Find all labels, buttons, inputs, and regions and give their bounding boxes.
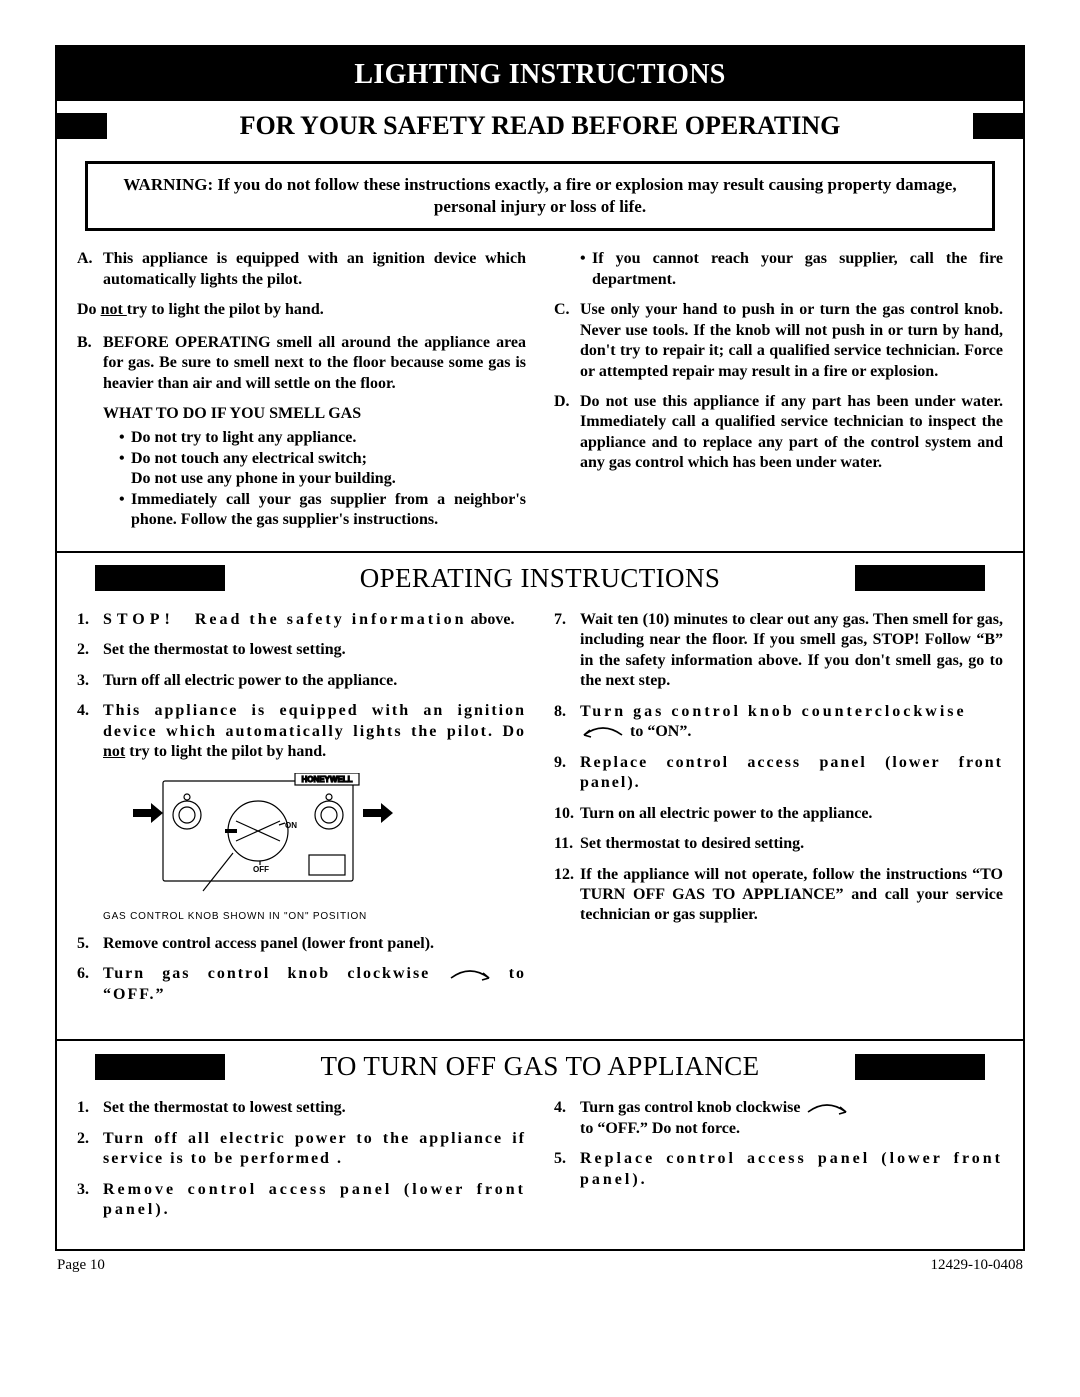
safety-banner: FOR YOUR SAFETY READ BEFORE OPERATING [57, 101, 1023, 151]
off-step-3: 3. Remove control access panel (lower fr… [77, 1180, 526, 1221]
fire-dept-bullet: •If you cannot reach your gas supplier, … [580, 249, 1003, 290]
op-step-9: 9. Replace control access panel (lower f… [554, 753, 1003, 794]
safety-item-D: D. Do not use this appliance if any part… [554, 392, 1003, 474]
page-number: Page 10 [57, 1257, 105, 1274]
op-step-5: 5. Remove control access panel (lower fr… [77, 934, 526, 954]
banner-bar-left [57, 113, 107, 139]
safety-item-C: C. Use only your hand to push in or turn… [554, 300, 1003, 382]
off-step-1: 1. Set the thermostat to lowest setting. [77, 1098, 526, 1118]
op-step-8: 8. Turn gas control knob counterclockwis… [554, 702, 1003, 743]
gas-control-diagram: HONEYWELL [103, 773, 526, 924]
off-step-5: 5. Replace control access panel (lower f… [554, 1149, 1003, 1190]
turn-off-title: TO TURN OFF GAS TO APPLIANCE [245, 1051, 835, 1082]
op-step-6: 6. Turn gas control knob clockwise to “O… [77, 964, 526, 1005]
do-not-light-by-hand: Do not try to light the pilot by hand. [77, 300, 526, 320]
safety-item-B: B. BEFORE OPERATING smell all around the… [77, 333, 526, 394]
clockwise-arrow-icon-2 [804, 1102, 850, 1116]
op-step-7: 7. Wait ten (10) minutes to clear out an… [554, 610, 1003, 692]
svg-text:HONEYWELL: HONEYWELL [301, 775, 352, 784]
operating-title: OPERATING INSTRUCTIONS [245, 563, 835, 594]
svg-text:ON: ON [285, 821, 297, 830]
section-bar-left [95, 565, 225, 591]
op-step-2: 2. Set the thermostat to lowest setting. [77, 640, 526, 660]
smell-gas-heading: WHAT TO DO IF YOU SMELL GAS [103, 404, 526, 424]
safety-banner-text: FOR YOUR SAFETY READ BEFORE OPERATING [107, 111, 973, 141]
op-step-11: 11. Set thermostat to desired setting. [554, 834, 1003, 854]
warning-box: WARNING: If you do not follow these inst… [85, 161, 995, 231]
op-step-3: 3. Turn off all electric power to the ap… [77, 671, 526, 691]
safety-item-A: A. This appliance is equipped with an ig… [77, 249, 526, 290]
clockwise-arrow-icon [447, 968, 493, 982]
smell-gas-bullets: •Do not try to light any appliance. •Do … [119, 428, 526, 530]
op-step-4: 4. This appliance is equipped with an ig… [77, 701, 526, 762]
section-bar-left-2 [95, 1054, 225, 1080]
op-step-12: 12. If the appliance will not operate, f… [554, 865, 1003, 926]
off-step-2: 2. Turn off all electric power to the ap… [77, 1129, 526, 1170]
diagram-caption: GAS CONTROL KNOB SHOWN IN "ON" POSITION [103, 911, 526, 924]
counterclockwise-arrow-icon [580, 725, 626, 739]
op-step-10: 10. Turn on all electric power to the ap… [554, 804, 1003, 824]
section-bar-right-2 [855, 1054, 985, 1080]
svg-text:OFF: OFF [253, 865, 269, 874]
banner-bar-right [973, 113, 1023, 139]
section-bar-right [855, 565, 985, 591]
operating-instructions-header: OPERATING INSTRUCTIONS [57, 553, 1023, 610]
op-step-1: 1. STOP! Read the safety information abo… [77, 610, 526, 630]
lighting-instructions-header: LIGHTING INSTRUCTIONS [57, 47, 1023, 101]
off-step-4: 4. Turn gas control knob clockwise to “O… [554, 1098, 1003, 1139]
turn-off-gas-header: TO TURN OFF GAS TO APPLIANCE [57, 1041, 1023, 1098]
document-code: 12429-10-0408 [931, 1257, 1024, 1274]
